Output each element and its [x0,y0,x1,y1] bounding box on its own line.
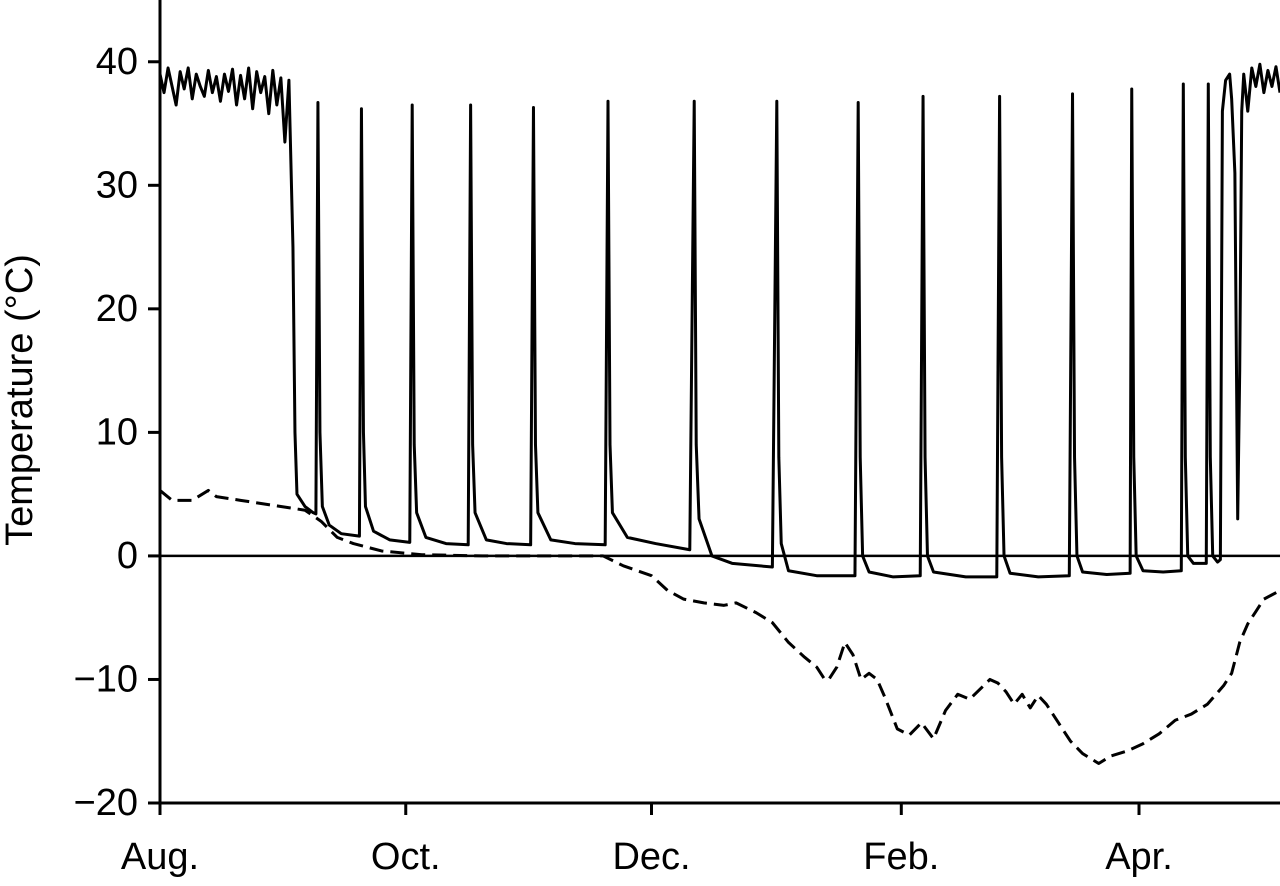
x-tick-label: Feb. [863,836,939,878]
y-tick-label: 0 [117,535,138,577]
y-tick-label: 10 [96,411,138,453]
y-tick-label: −10 [74,658,138,700]
y-tick-label: 30 [96,164,138,206]
dashed-line [159,488,1280,765]
y-tick-label: 40 [96,41,138,83]
solid-line [158,62,1280,579]
y-tick-label: −20 [74,782,138,824]
y-axis-label: Temperature (°C) [0,254,41,546]
x-tick-label: Aug. [121,836,199,878]
x-tick-label: Oct. [371,836,441,878]
x-tick-label: Dec. [612,836,690,878]
x-tick-label: Apr. [1105,836,1173,878]
y-tick-label: 20 [96,288,138,330]
